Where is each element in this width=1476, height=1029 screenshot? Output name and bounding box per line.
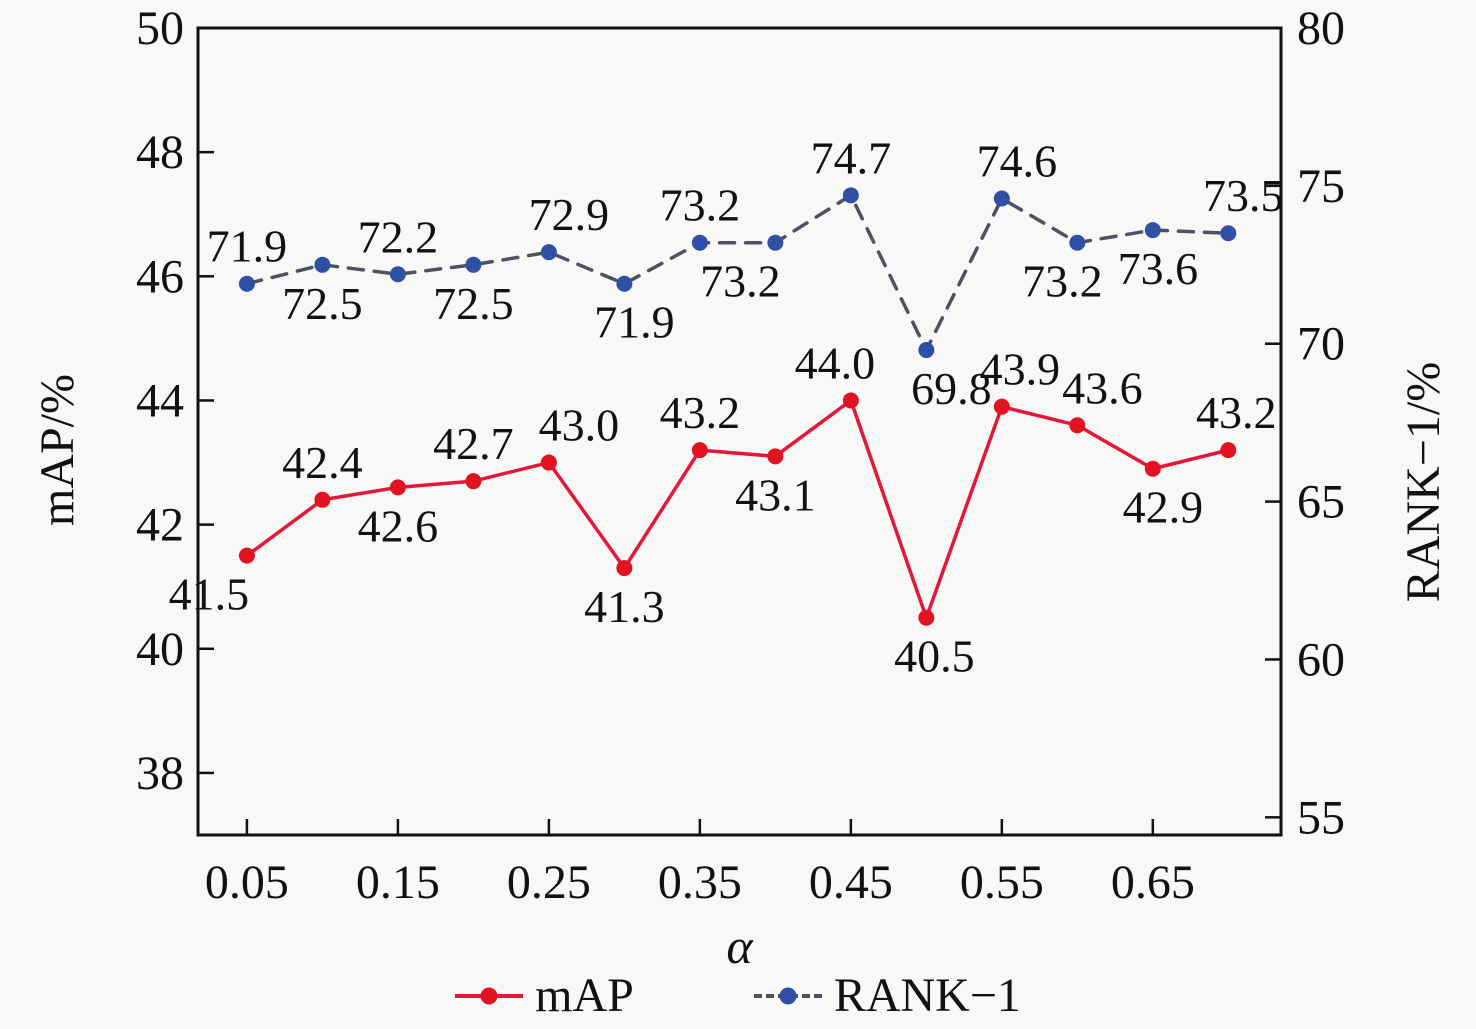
x-tick-label: 0.15 [356,856,440,909]
rank1-data-point [314,256,331,273]
map-value-label: 43.9 [980,344,1061,395]
map-data-point [465,473,482,490]
map-value-label: 43.1 [735,469,816,520]
rank1-data-point [540,244,557,261]
rank1-data-point [1069,234,1086,251]
map-data-point [1220,442,1237,459]
map-value-label: 43.0 [539,400,620,451]
rank1-data-point [238,275,255,292]
y-left-tick-label: 40 [136,623,184,676]
legend-item-map: mAP [455,968,634,1024]
x-tick-label: 0.05 [205,856,289,909]
y-right-tick-label: 55 [1297,791,1345,844]
rank1-value-label: 74.6 [977,135,1058,186]
rank1-data-point [389,266,406,283]
map-value-label: 42.6 [358,500,439,551]
y-right-tick-label: 80 [1297,2,1345,55]
map-series-line [245,398,1231,620]
y-left-tick-label: 38 [136,747,184,800]
map-value-label: 41.5 [169,569,250,620]
map-data-point [1144,460,1161,477]
map-value-label: 44.0 [795,337,876,388]
map-value-label: 43.2 [1196,387,1277,438]
x-tick-label: 0.45 [809,856,893,909]
rank1-data-point [1144,222,1161,239]
rank1-value-label: 73.2 [1022,256,1103,307]
map-value-label: 43.2 [660,387,741,438]
rank1-value-label: 69.8 [911,363,992,414]
rank1-data-point [1220,225,1237,242]
rank1-value-label: 73.6 [1118,243,1199,294]
map-value-label: 42.4 [282,437,363,488]
map-value-label: 42.7 [433,418,514,469]
map-data-point [616,560,633,577]
rank1-value-label: 73.2 [700,256,781,307]
y-right-tick-label: 60 [1297,633,1345,686]
map-data-point [238,547,255,564]
rank1-data-point [918,342,935,359]
map-value-label: 40.5 [894,631,975,682]
rank1-series-line [245,193,1231,352]
map-data-point [1069,417,1086,434]
map-data-point [918,609,935,626]
map-data-point [842,392,859,409]
rank1-data-point [691,234,708,251]
rank1-data-point [842,187,859,204]
y-left-tick-label: 42 [136,499,184,552]
rank1-value-label: 74.7 [811,132,892,183]
y-left-tick-label: 46 [136,250,184,303]
map-data-point [540,454,557,471]
y-right-tick-label: 65 [1297,476,1345,529]
y-right-tick-label: 75 [1297,160,1345,213]
map-value-label: 42.9 [1123,482,1204,533]
rank1-value-label: 73.2 [660,180,741,231]
rank1-value-label: 71.9 [594,297,675,348]
y-left-tick-label: 50 [136,2,184,55]
rank1-value-label: 72.9 [529,189,610,240]
rank1-legend-marker-icon [779,987,797,1005]
rank1-value-label: 72.2 [358,211,439,262]
map-data-point [389,479,406,496]
y-right-tick-label: 70 [1297,318,1345,371]
map-data-point [993,398,1010,415]
map-data-point [314,491,331,508]
rank1-value-label: 71.9 [207,221,288,272]
map-legend-label: mAP [535,969,634,1022]
y-left-tick-label: 44 [136,374,184,427]
map-legend-marker-icon [480,987,498,1005]
map-data-point [767,448,784,465]
rank1-value-label: 73.5 [1203,170,1284,221]
rank1-data-point [993,190,1010,207]
map-data-point [691,442,708,459]
rank1-data-point [616,275,633,292]
x-tick-label: 0.65 [1111,856,1195,909]
rank1-data-point [767,234,784,251]
legend: mAP RANK−1 [0,968,1476,1024]
x-tick-label: 0.25 [507,856,591,909]
rank1-value-label: 72.5 [282,278,363,329]
map-value-label: 41.3 [584,581,665,632]
x-tick-label: 0.35 [658,856,742,909]
y-left-tick-label: 48 [136,126,184,179]
legend-item-rank1: RANK−1 [753,968,1021,1024]
map-value-label: 43.6 [1062,362,1143,413]
rank1-data-point [465,256,482,273]
plot-border [196,26,1283,837]
rank1-legend-label: RANK−1 [833,969,1021,1022]
rank1-value-label: 72.5 [433,278,514,329]
x-tick-label: 0.55 [960,856,1044,909]
rank1-legend-swatch [753,987,822,1005]
map-legend-swatch [455,987,524,1005]
